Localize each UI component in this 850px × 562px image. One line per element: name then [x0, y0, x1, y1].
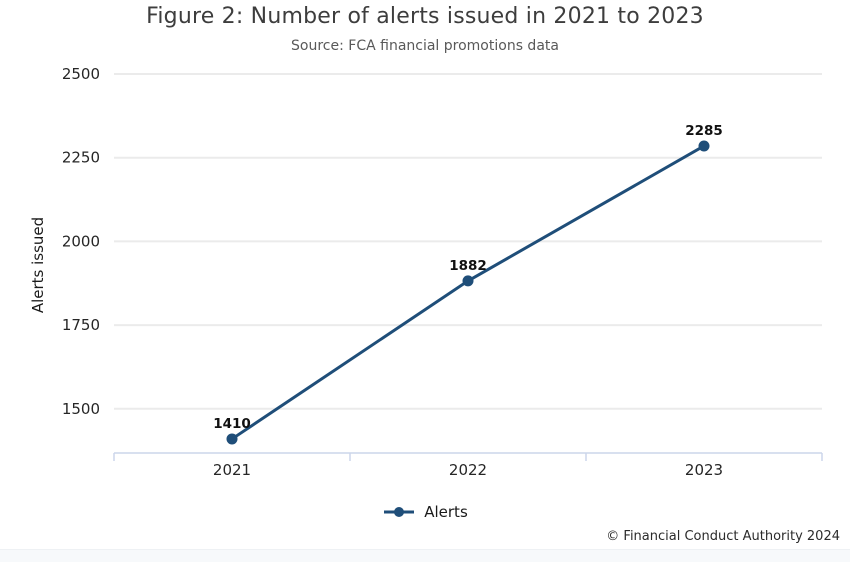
y-tick-label: 2500	[62, 65, 100, 83]
data-point-marker	[462, 275, 474, 287]
y-tick-label: 2000	[62, 232, 100, 250]
y-tick-label: 2250	[62, 149, 100, 167]
y-tick-label: 1500	[62, 400, 100, 418]
x-tick-label: 2021	[213, 461, 251, 479]
legend-label-alerts: Alerts	[424, 503, 468, 521]
copyright-notice: © Financial Conduct Authority 2024	[606, 529, 840, 544]
chart-title: Figure 2: Number of alerts issued in 202…	[146, 4, 704, 29]
legend: Alerts	[0, 503, 850, 521]
series-line-alerts	[230, 144, 706, 441]
legend-marker-alerts-icon	[384, 507, 415, 517]
y-tick-label: 1750	[62, 316, 100, 334]
chart-subtitle: Source: FCA financial promotions data	[291, 38, 559, 54]
data-point-marker	[226, 433, 238, 445]
data-point-marker	[698, 140, 710, 152]
data-point-label: 1410	[213, 416, 251, 432]
data-point-label: 1882	[449, 258, 487, 274]
x-tick-label: 2022	[449, 461, 487, 479]
line-chart-plot-area: 1500 1750 2000 2250 2500 2021 2022 2023 1410 1882…	[62, 65, 823, 479]
x-tick-label: 2023	[685, 461, 723, 479]
footer-strip	[0, 549, 850, 562]
data-point-label: 2285	[685, 123, 723, 139]
